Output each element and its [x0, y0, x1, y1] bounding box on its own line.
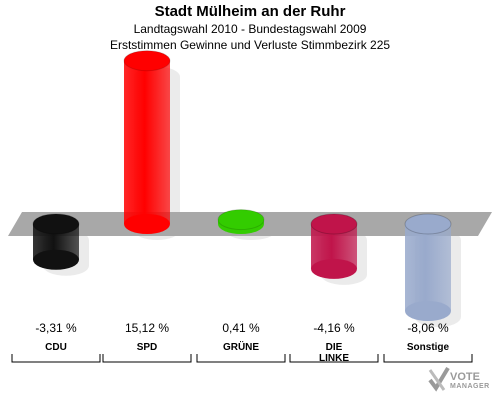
category-bracket [102, 354, 192, 363]
bar-top-cap [32, 213, 80, 235]
category-label: LINKE [319, 353, 349, 364]
bar-top-cap [123, 50, 171, 72]
category-bracket [196, 354, 286, 363]
value-label: -8,06 % [407, 321, 449, 335]
bar-spd [124, 60, 170, 225]
category-bracket [383, 354, 473, 363]
bar-bottom-cap [33, 249, 79, 270]
bar-top-cap [404, 213, 452, 235]
category-label: GRÜNE [223, 340, 259, 353]
category-label: CDU [45, 342, 67, 353]
bar-bottom-cap [311, 258, 357, 279]
chart-subtitle-1: Landtagswahl 2010 - Bundestagswahl 2009 [133, 22, 367, 36]
vote-check-icon [428, 366, 450, 392]
bar-bottom-cap [405, 301, 451, 322]
category-label: SPD [137, 342, 158, 353]
bar-top-cap [310, 213, 358, 235]
bar-bottom-cap [124, 214, 170, 234]
bar-sonstige [405, 224, 451, 312]
value-label: 0,41 % [222, 321, 260, 335]
category-bracket [11, 354, 101, 363]
logo-line-1: VOTE [450, 371, 480, 383]
chart-subtitle-2: Erststimmen Gewinne und Verluste Stimmbe… [109, 38, 391, 52]
logo-line-2: MANAGER [450, 383, 490, 390]
value-label: 15,12 % [125, 321, 169, 335]
category-label: Sonstige [407, 342, 450, 353]
category-bracket [289, 354, 379, 363]
vote-manager-logo: VOTE MANAGER [428, 366, 498, 396]
value-label: -4,16 % [313, 321, 355, 335]
value-label: -3,31 % [35, 321, 77, 335]
bar-top-cap [217, 209, 265, 231]
chart-title: Stadt Mülheim an der Ruhr [154, 3, 346, 20]
category-label: DIE [326, 342, 343, 353]
